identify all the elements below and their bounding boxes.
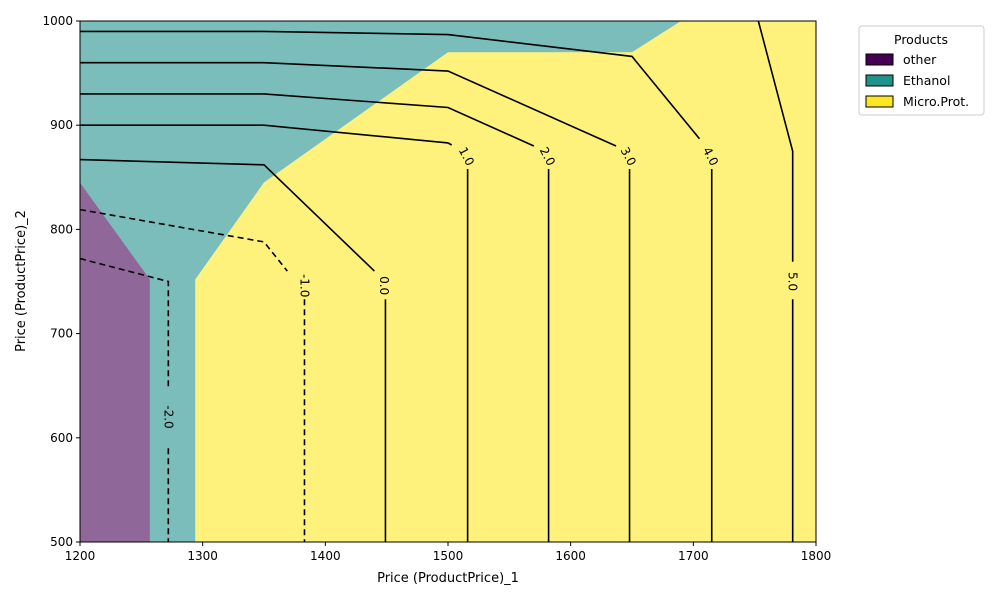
product-regions: [80, 21, 816, 542]
legend-title: Products: [894, 32, 948, 47]
y-tick-label: 900: [50, 118, 73, 132]
legend-label-other: other: [903, 52, 937, 67]
x-tick-label: 1300: [187, 549, 218, 563]
region-ethanol: [80, 21, 682, 542]
contour-5-0-label: 5.0: [786, 272, 800, 291]
contour-4-0-line: [80, 30, 701, 140]
y-tick-label: 500: [50, 535, 73, 549]
legend: Products other Ethanol Micro.Prot.: [858, 25, 985, 116]
contour-3-0-line: [80, 61, 617, 147]
legend-box: [858, 25, 985, 116]
x-tick-label: 1700: [678, 549, 709, 563]
x-tick-label: 1600: [555, 549, 586, 563]
contour-1-0-label: -1.0: [297, 274, 311, 297]
contour-lines: [80, 21, 794, 542]
contour-0-0-label: 0.0: [377, 276, 391, 295]
x-tick-label: 1400: [310, 549, 341, 563]
contour-2-0-line: [80, 208, 288, 272]
y-tick-label: 700: [50, 327, 73, 341]
x-axis: 1200 1300 1400 1500 1600 1700 1800: [65, 542, 832, 563]
x-axis-label: Price (ProductPrice)_1: [377, 571, 519, 586]
contour-5-0-line: [757, 21, 794, 262]
contour-2-0-label: -2.0: [161, 405, 175, 428]
x-tick-label: 1200: [65, 549, 96, 563]
legend-swatch-other: [865, 53, 894, 66]
y-tick-label: 800: [50, 222, 73, 236]
region-micro-prot: [195, 21, 816, 542]
legend-swatch-ethanol: [865, 74, 894, 87]
legend-label-micro-prot: Micro.Prot.: [903, 94, 969, 109]
legend-label-ethanol: Ethanol: [903, 73, 950, 88]
y-axis: 500 600 700 800 900 1000: [42, 14, 80, 549]
contour-1-0-line: [80, 124, 453, 146]
legend-swatch-micro-prot: [865, 95, 894, 108]
x-tick-label: 1800: [801, 549, 832, 563]
contour-2-0-line: [80, 93, 535, 147]
y-axis-label: Price (ProductPrice)_2: [14, 210, 29, 352]
contour-2-0-line: [80, 257, 170, 388]
contour-0-0-line: [80, 158, 375, 272]
y-tick-label: 600: [50, 431, 73, 445]
legend-entries: other Ethanol Micro.Prot.: [865, 52, 969, 109]
y-tick-label: 1000: [42, 14, 73, 28]
x-tick-label: 1500: [433, 549, 464, 563]
